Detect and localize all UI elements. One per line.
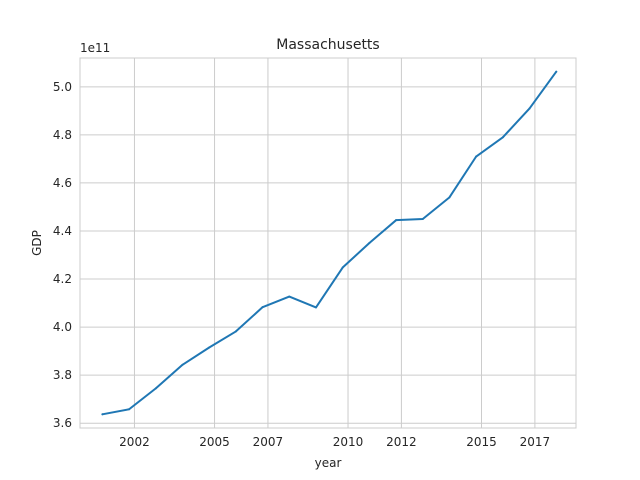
data-point bbox=[528, 107, 531, 110]
y-offset-label: 1e11 bbox=[80, 41, 110, 55]
y-tick-labels: 3.6 3.8 4.0 4.2 4.4 4.6 4.8 5.0 bbox=[53, 80, 72, 430]
data-point bbox=[501, 136, 504, 139]
plot-frame bbox=[79, 57, 577, 429]
data-point bbox=[208, 346, 211, 349]
chart-title: Massachusetts bbox=[276, 37, 379, 53]
x-tick-label: 2002 bbox=[119, 435, 150, 449]
data-point bbox=[234, 330, 237, 333]
y-tick-label: 4.0 bbox=[53, 320, 72, 334]
x-tick-label: 2012 bbox=[386, 435, 417, 449]
data-point bbox=[261, 306, 264, 309]
x-tick-label: 2007 bbox=[253, 435, 284, 449]
data-point bbox=[288, 295, 291, 298]
y-tick-label: 5.0 bbox=[53, 80, 72, 94]
series-layer bbox=[101, 70, 558, 416]
y-grid bbox=[80, 86, 576, 424]
y-tick-label: 4.4 bbox=[53, 224, 72, 238]
x-tick-label: 2017 bbox=[520, 435, 551, 449]
data-point bbox=[448, 196, 451, 199]
y-tick-label: 3.8 bbox=[53, 368, 72, 382]
data-point bbox=[181, 363, 184, 366]
y-tick-label: 4.8 bbox=[53, 128, 72, 142]
y-tick-label: 3.6 bbox=[53, 416, 72, 430]
data-point bbox=[154, 387, 157, 390]
data-point bbox=[101, 413, 104, 416]
data-point bbox=[395, 219, 398, 222]
plot-background bbox=[80, 58, 576, 428]
gdp-series-line bbox=[101, 70, 558, 416]
y-tick-label: 4.6 bbox=[53, 176, 72, 190]
x-tick-label: 2005 bbox=[199, 435, 230, 449]
x-axis-label: year bbox=[315, 456, 342, 470]
y-tick-label: 4.2 bbox=[53, 272, 72, 286]
data-point bbox=[421, 217, 424, 220]
data-point bbox=[555, 70, 558, 73]
x-tick-labels: 2002 2005 2007 2010 2012 2015 2017 bbox=[119, 435, 550, 449]
x-tick-label: 2010 bbox=[333, 435, 364, 449]
data-point bbox=[475, 155, 478, 158]
data-point bbox=[368, 242, 371, 244]
data-point bbox=[341, 266, 344, 269]
y-axis-label: GDP bbox=[30, 230, 44, 256]
x-tick-label: 2015 bbox=[466, 435, 497, 449]
data-point bbox=[128, 408, 131, 411]
x-grid bbox=[133, 58, 536, 428]
data-point bbox=[314, 306, 317, 309]
